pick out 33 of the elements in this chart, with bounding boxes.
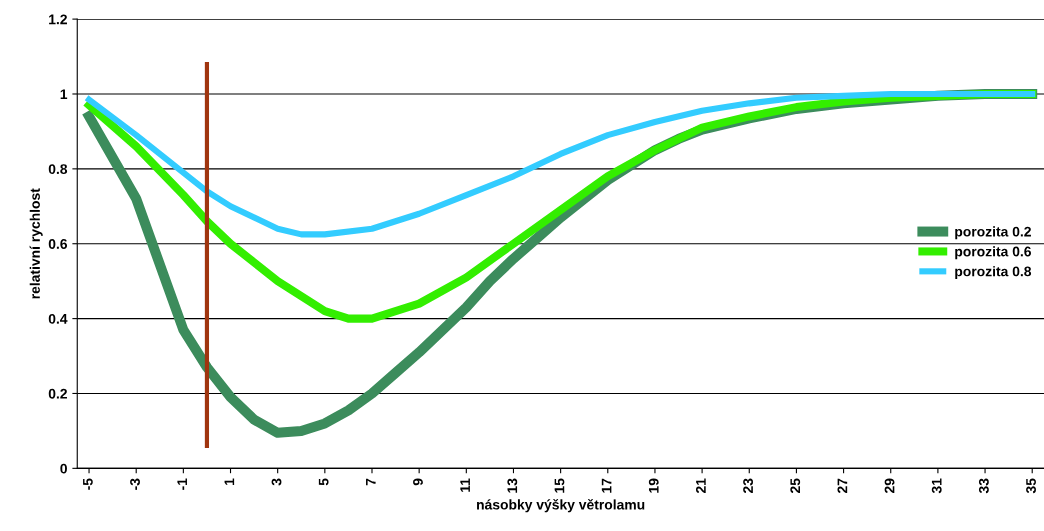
- x-tick-label: 23: [743, 478, 754, 494]
- x-tick-label: 31: [931, 478, 942, 494]
- x-tick-label: 27: [837, 478, 848, 494]
- x-tick-label: 21: [696, 478, 706, 494]
- y-tick-label: 1.2: [49, 14, 67, 25]
- x-tick-label: 11: [460, 478, 470, 492]
- x-tick-label: -5: [83, 478, 93, 490]
- x-axis-title: násobky výšky větrolamu: [477, 499, 645, 513]
- x-tick-label: 25: [790, 478, 801, 494]
- y-tick-label: 0: [60, 463, 67, 474]
- x-tick-label: -3: [130, 478, 140, 490]
- x-tick-label: 33: [978, 478, 989, 494]
- legend-label: porozita 0.8: [955, 266, 1032, 280]
- y-tick-label: 1: [60, 89, 68, 100]
- y-tick-label: 0.4: [48, 313, 68, 324]
- legend-label: porozita 0.2: [955, 226, 1031, 240]
- x-tick-label: 19: [648, 478, 659, 493]
- x-tick-label: 1: [224, 478, 235, 485]
- y-axis-title: relativní rychlost: [29, 188, 43, 299]
- y-tick-label: 0.2: [48, 388, 67, 399]
- x-tick-label: 15: [554, 478, 565, 493]
- x-tick-label: 35: [1026, 478, 1036, 494]
- y-tick-label: 0.8: [48, 164, 68, 175]
- x-tick-label: 7: [366, 478, 376, 486]
- x-tick-label: 9: [413, 478, 423, 486]
- x-tick-label: 5: [318, 478, 329, 486]
- x-tick-label: 29: [884, 478, 895, 494]
- x-tick-label: 3: [271, 478, 282, 486]
- x-tick-label: 13: [507, 478, 518, 493]
- y-tick-label: 0.6: [48, 239, 68, 249]
- legend-label: porozita 0.6: [955, 246, 1031, 260]
- x-tick-label: 17: [601, 478, 612, 493]
- x-tick-label: -1: [177, 478, 187, 490]
